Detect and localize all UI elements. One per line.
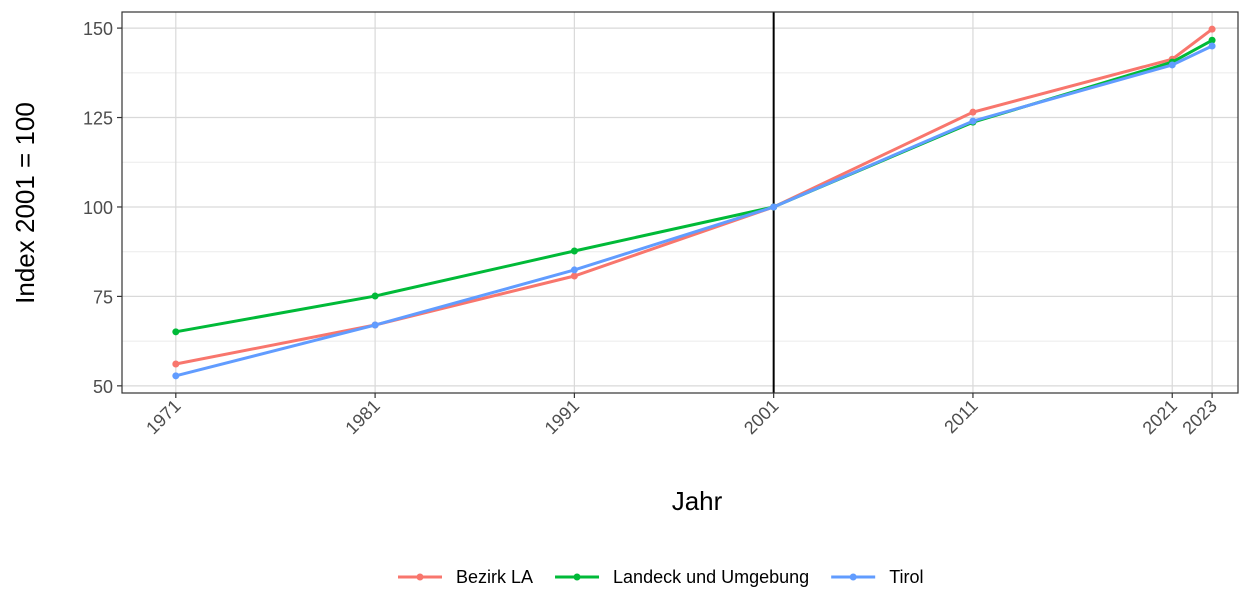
legend-label: Bezirk LA (456, 567, 533, 587)
point (172, 372, 180, 380)
point (969, 117, 977, 125)
point (1208, 42, 1216, 50)
legend-label: Tirol (889, 567, 923, 587)
x-tick-label: 2001 (740, 396, 782, 438)
y-tick-label: 125 (83, 109, 113, 129)
y-tick-label: 75 (93, 287, 113, 307)
point (1208, 36, 1216, 44)
point (969, 108, 977, 116)
point (770, 203, 778, 211)
point (172, 328, 180, 336)
legend: Bezirk LA Landeck und Umgebung Tirol (398, 567, 924, 587)
point (1168, 61, 1176, 69)
point (371, 292, 379, 300)
point (570, 247, 578, 255)
line (175, 38, 1213, 334)
point (570, 272, 578, 280)
x-axis-title: Jahr (672, 486, 723, 516)
x-tick-label: 2023 (1178, 396, 1220, 438)
point (371, 321, 379, 329)
legend-key-point (416, 573, 424, 581)
x-tick-label: 1991 (541, 396, 583, 438)
x-tick-label: 2021 (1139, 396, 1181, 438)
legend-key-point (849, 573, 857, 581)
x-tick-label: 1981 (341, 396, 383, 438)
y-tick-label: 50 (93, 377, 113, 397)
y-tick-label: 150 (83, 19, 113, 39)
y-tick-label: 100 (83, 198, 113, 218)
x-tick-label: 2011 (940, 396, 982, 438)
line (175, 27, 1213, 366)
point (172, 360, 180, 368)
point (570, 266, 578, 274)
panel-border (121, 11, 1239, 394)
y-axis-title: Index 2001 = 100 (10, 102, 40, 304)
point (1208, 25, 1216, 33)
x-tick-label: 1971 (142, 396, 184, 438)
legend-key-point (573, 573, 581, 581)
legend-label: Landeck und Umgebung (613, 567, 809, 587)
